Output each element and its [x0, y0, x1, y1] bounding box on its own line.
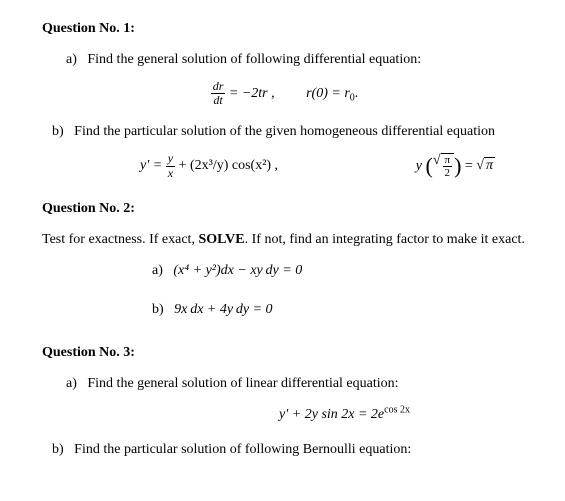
q3-a-eq: y′ + 2y sin 2x = 2e	[279, 407, 384, 422]
question-2: Question No. 2: Test for exactness. If e…	[42, 198, 527, 320]
sqrt-pi-val: π	[484, 157, 495, 173]
q1-b-equation: y′ = yx + (2x³/y) cos(x²) , y (√π2) = √π	[140, 152, 495, 179]
sqrt-sym: √	[433, 153, 441, 168]
fraction-pi2: π2	[441, 153, 455, 179]
q1-title: Question No. 1:	[42, 18, 527, 39]
q1-a-equation: dr dt = −2tr , r(0) = r0.	[42, 80, 527, 107]
q3-b-text: b) Find the particular solution of follo…	[52, 439, 527, 460]
fraction-dr-dt: dr dt	[211, 80, 226, 107]
q2-b-label: b)	[152, 302, 174, 317]
question-3: Question No. 3: a) Find the general solu…	[42, 342, 527, 460]
q3-title: Question No. 3:	[42, 342, 527, 363]
q2-title: Question No. 2:	[42, 198, 527, 219]
q1b-left: y′ = yx + (2x³/y) cos(x²) ,	[140, 152, 278, 179]
sqrt-pi: √π	[476, 158, 495, 173]
q2-b-equation: b) 9x dx + 4y dy = 0	[152, 299, 527, 320]
eq-cond: r(0) = r	[306, 86, 350, 101]
q1-a-text: a) Find the general solution of followin…	[66, 49, 527, 70]
fraction-yx: yx	[166, 152, 175, 179]
eq-mid: + (2x³/y) cos(x²) ,	[175, 158, 278, 173]
eq-lhs: y′ =	[140, 158, 166, 173]
frac-num: dr	[211, 80, 226, 94]
question-1: Question No. 1: a) Find the general solu…	[42, 18, 527, 180]
q3-a-text: a) Find the general solution of linear d…	[66, 373, 527, 394]
q2-a-label: a)	[152, 263, 173, 278]
q2-intro-line: Test for exactness. If exact, SOLVE. If …	[42, 229, 527, 250]
q3-a-equation: y′ + 2y sin 2x = 2ecos 2x	[162, 404, 527, 425]
q1b-right: y (√π2) = √π	[416, 153, 495, 179]
eq-gap	[275, 86, 307, 101]
q2-b-eq: 9x dx + 4y dy = 0	[174, 302, 272, 317]
q2-a-equation: a) (x⁴ + y²)dx − xy dy = 0	[152, 260, 527, 281]
q2-intro2: . If not, find an integrating factor to …	[245, 232, 525, 247]
q2-solve: SOLVE	[198, 232, 244, 247]
frac-num-pi: π	[443, 154, 453, 167]
eq-dot: .	[355, 86, 359, 101]
eq-eq: =	[461, 158, 476, 173]
frac-num-y: y	[166, 152, 175, 166]
frac-den-2: 2	[443, 167, 453, 179]
q2-intro: Test for exactness. If exact,	[42, 232, 198, 247]
eq-rhs: = −2tr ,	[225, 86, 274, 101]
q2-a-eq: (x⁴ + y²)dx − xy dy = 0	[173, 263, 302, 278]
q3-a-exp: cos 2x	[384, 404, 410, 415]
frac-den: dt	[211, 94, 226, 107]
q1-b-text: b) Find the particular solution of the g…	[52, 121, 527, 142]
frac-den-x: x	[166, 167, 175, 180]
lparen: (	[425, 153, 432, 178]
